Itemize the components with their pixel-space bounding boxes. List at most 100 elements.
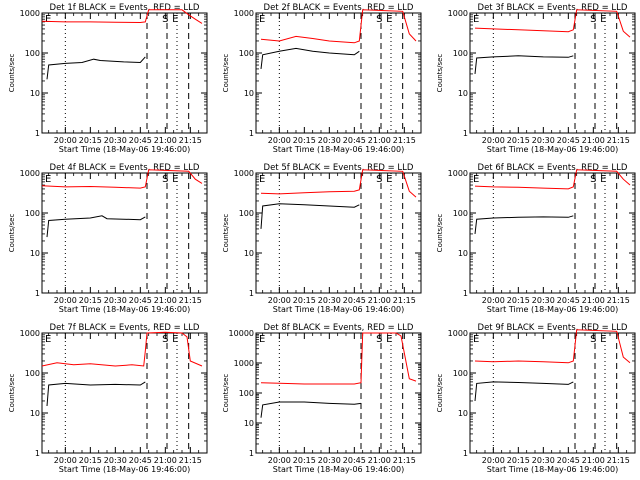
- y-tick-label: 1: [249, 129, 254, 138]
- event-marker-e: E: [386, 14, 392, 25]
- y-tick-label: 1000: [20, 329, 40, 338]
- series-line-lld: [260, 332, 417, 385]
- x-tick-label: 20:15: [293, 296, 316, 305]
- y-axis-label: Counts/sec: [436, 54, 444, 93]
- x-tick-label: 21:15: [179, 296, 202, 305]
- x-tick-label: 20:45: [343, 456, 366, 465]
- x-tick-label: 21:00: [582, 296, 605, 305]
- event-marker-s: S: [590, 334, 596, 345]
- y-tick-label: 1000: [448, 9, 468, 18]
- x-tick-label: 20:15: [79, 456, 102, 465]
- series-line-events: [46, 56, 146, 80]
- y-axis-label: Counts/sec: [222, 54, 230, 93]
- x-tick-label: 20:30: [104, 296, 127, 305]
- event-marker-s: S: [590, 14, 596, 25]
- plot-frame: [469, 12, 636, 134]
- panel-title: Det 4f BLACK = Events, RED = LLD: [50, 163, 200, 173]
- event-marker-e: E: [600, 174, 606, 185]
- plot-frame: [469, 172, 636, 294]
- panel-det-6: Det 6f BLACK = Events, RED = LLD 1 10 100 10…: [436, 163, 636, 314]
- event-marker-e: E: [600, 14, 606, 25]
- panel-title: Det 3f BLACK = Events, RED = LLD: [478, 3, 628, 13]
- event-marker-e: E: [172, 174, 178, 185]
- event-marker-e-start: E: [259, 14, 265, 25]
- y-tick-label: 1000: [448, 329, 468, 338]
- x-axis-label: Start Time (18-May-06 19:46:00): [273, 145, 404, 154]
- x-tick-label: 21:15: [179, 136, 202, 145]
- series-line-events: [46, 381, 146, 407]
- x-tick-label: 21:15: [393, 456, 416, 465]
- y-tick-label: 10: [458, 249, 468, 258]
- x-tick-label: 20:30: [318, 136, 341, 145]
- panel-det-9: Det 9f BLACK = Events, RED = LLD 1 10 100 10…: [436, 323, 636, 474]
- y-tick-label: 10: [244, 249, 254, 258]
- event-marker-e-start: E: [259, 334, 265, 345]
- x-axis-label: Start Time (18-May-06 19:46:00): [273, 305, 404, 314]
- y-tick-label: 10: [244, 89, 254, 98]
- y-tick-label: 1000: [234, 169, 254, 178]
- x-tick-label: 21:15: [179, 456, 202, 465]
- series-line-events: [260, 203, 360, 229]
- y-tick-label: 10: [458, 89, 468, 98]
- x-tick-label: 20:45: [557, 456, 580, 465]
- x-tick-label: 20:15: [79, 136, 102, 145]
- panel-det-2: Det 2f BLACK = Events, RED = LLD 1 10 100 10…: [222, 3, 422, 154]
- series-line-events: [474, 215, 574, 234]
- x-tick-label: 20:45: [129, 136, 152, 145]
- x-tick-label: 20:15: [79, 296, 102, 305]
- x-tick-label: 21:00: [368, 136, 391, 145]
- panel-title: Det 1f BLACK = Events, RED = LLD: [50, 3, 200, 13]
- event-marker-e-start: E: [473, 334, 479, 345]
- plot-frame: [255, 12, 422, 134]
- panel-title: Det 9f BLACK = Events, RED = LLD: [478, 323, 628, 333]
- event-marker-s: S: [376, 14, 382, 25]
- x-tick-label: 21:00: [582, 456, 605, 465]
- x-tick-label: 20:15: [507, 296, 530, 305]
- series-line-lld: [41, 9, 203, 24]
- x-tick-label: 21:15: [393, 296, 416, 305]
- x-tick-label: 20:00: [482, 136, 505, 145]
- x-tick-label: 21:15: [393, 136, 416, 145]
- event-marker-e: E: [386, 334, 392, 345]
- x-axis-label: Start Time (18-May-06 19:46:00): [487, 465, 618, 474]
- series-line-lld: [41, 331, 203, 367]
- x-tick-label: 20:30: [532, 456, 555, 465]
- y-axis-label: Counts/sec: [222, 374, 230, 413]
- y-tick-label: 1000: [448, 169, 468, 178]
- y-tick-label: 100: [25, 49, 40, 58]
- y-tick-label: 1: [35, 289, 40, 298]
- x-tick-label: 20:45: [129, 296, 152, 305]
- y-tick-label: 100: [239, 49, 254, 58]
- series-line-events: [260, 401, 362, 418]
- y-tick-label: 1000: [20, 9, 40, 18]
- event-marker-s: S: [590, 174, 596, 185]
- panel-det-7: Det 7f BLACK = Events, RED = LLD 1 10 100 10…: [8, 323, 208, 474]
- y-tick-label: 1000: [234, 359, 254, 368]
- x-axis-label: Start Time (18-May-06 19:46:00): [487, 305, 618, 314]
- x-tick-label: 20:00: [482, 456, 505, 465]
- x-axis-label: Start Time (18-May-06 19:46:00): [59, 145, 190, 154]
- event-marker-e: E: [172, 14, 178, 25]
- x-tick-label: 21:00: [368, 456, 391, 465]
- series-line-lld: [474, 329, 631, 364]
- panel-title: Det 5f BLACK = Events, RED = LLD: [264, 163, 414, 173]
- event-marker-e-start: E: [473, 174, 479, 185]
- y-axis-label: Counts/sec: [8, 214, 16, 253]
- plot-frame: [41, 332, 208, 454]
- event-marker-e-start: E: [45, 174, 51, 185]
- x-tick-label: 20:30: [318, 296, 341, 305]
- series-line-lld: [41, 169, 203, 189]
- panel-title: Det 7f BLACK = Events, RED = LLD: [50, 323, 200, 333]
- event-marker-e: E: [172, 334, 178, 345]
- x-tick-label: 20:45: [129, 456, 152, 465]
- event-marker-s: S: [376, 334, 382, 345]
- panel-det-1: Det 1f BLACK = Events, RED = LLD 1 10 100 10…: [8, 3, 208, 154]
- y-tick-label: 1000: [234, 9, 254, 18]
- x-tick-label: 21:15: [607, 456, 630, 465]
- x-tick-label: 20:00: [54, 136, 77, 145]
- y-tick-label: 100: [25, 369, 40, 378]
- plot-frame: [41, 172, 208, 294]
- series-line-events: [260, 47, 360, 69]
- y-tick-label: 10000: [229, 329, 254, 338]
